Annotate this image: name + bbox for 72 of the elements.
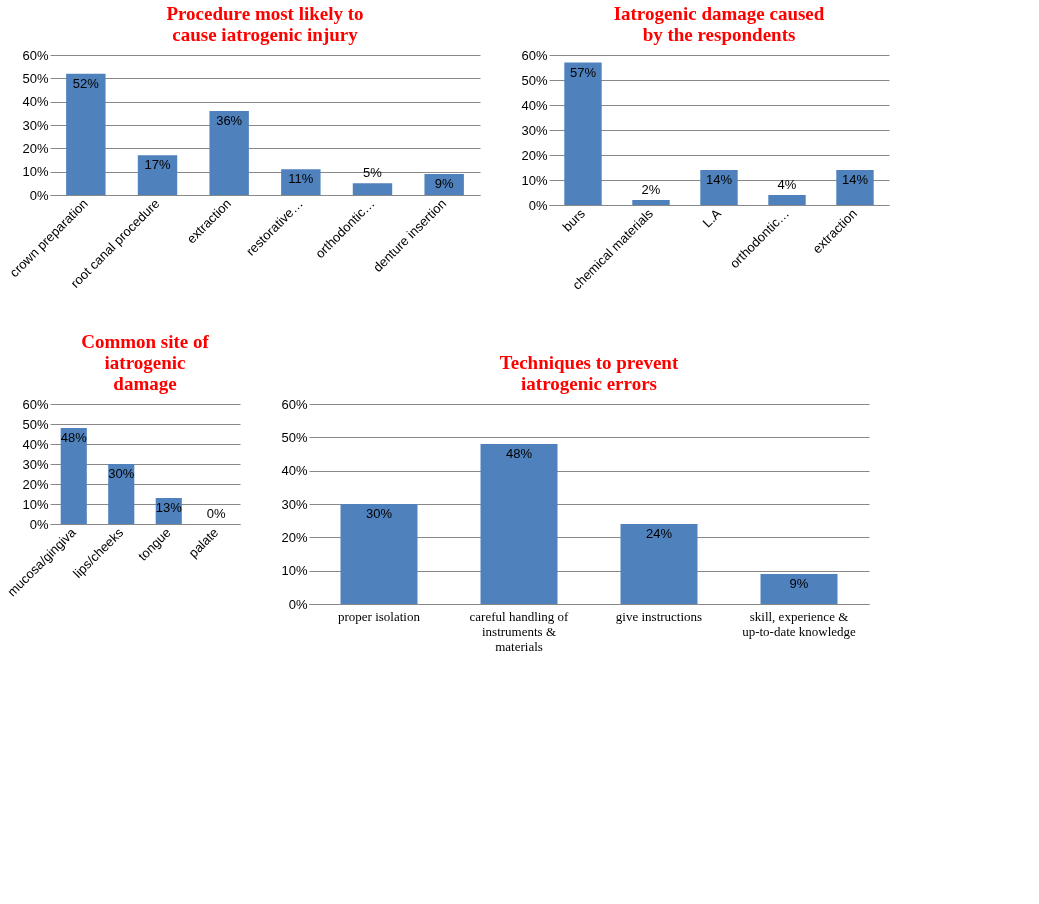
y-tick-label: 30%	[22, 117, 49, 133]
data-label: 17%	[144, 157, 171, 173]
data-label: 14%	[705, 172, 733, 187]
bar	[564, 62, 602, 205]
y-tick-label: 50%	[22, 70, 49, 86]
bar	[352, 183, 393, 195]
data-label: 52%	[72, 75, 100, 91]
bar	[768, 195, 806, 205]
bar	[632, 200, 670, 205]
data-label: 48%	[505, 446, 533, 461]
y-tick-label: 10%	[22, 164, 49, 180]
y-tick-label: 30%	[281, 496, 308, 512]
bar	[480, 444, 558, 604]
data-label: 57%	[569, 64, 597, 80]
bar	[60, 428, 87, 524]
data-label: 13%	[155, 500, 183, 515]
y-tick-label: 60%	[22, 47, 49, 63]
y-tick-label: 40%	[22, 436, 49, 452]
x-tick-label: proper isolation	[338, 608, 421, 624]
data-label: 0%	[206, 506, 227, 521]
data-label: 2%	[641, 182, 661, 197]
data-label: 9%	[789, 576, 809, 591]
y-tick-label: 40%	[521, 97, 548, 113]
bar	[281, 169, 321, 195]
y-tick-label: 40%	[22, 94, 49, 110]
y-tick-label: 20%	[22, 476, 49, 492]
bar	[209, 111, 249, 195]
data-label: 5%	[363, 165, 383, 181]
bar	[700, 170, 738, 205]
x-tick-label: skill, experience & up-to-date knowledge	[742, 608, 857, 639]
data-label: 24%	[645, 526, 673, 541]
bar	[620, 524, 698, 604]
data-label: 9%	[434, 176, 454, 191]
y-tick-label: 60%	[521, 47, 548, 63]
data-label: 11%	[288, 171, 314, 187]
data-label: 30%	[108, 466, 135, 481]
y-tick-label: 60%	[281, 396, 308, 412]
y-tick-label: 0%	[528, 197, 548, 213]
y-tick-label: 0%	[29, 187, 49, 203]
y-tick-label: 10%	[281, 563, 308, 579]
x-tick-label: L.A	[699, 205, 725, 231]
data-label: 30%	[365, 506, 393, 521]
bar	[340, 504, 418, 604]
data-label: 36%	[216, 113, 243, 128]
y-tick-label: 10%	[521, 172, 548, 188]
y-tick-label: 20%	[521, 147, 548, 163]
chart-title: Techniques to prevent iatrogenic errors	[499, 352, 679, 394]
data-label: 14%	[841, 172, 869, 187]
y-tick-label: 0%	[29, 516, 49, 532]
x-tick-label: burs	[559, 205, 589, 235]
y-tick-label: 20%	[22, 140, 49, 156]
bar	[836, 170, 874, 205]
y-tick-label: 50%	[521, 72, 548, 88]
x-tick-label: careful handling of instruments & materials	[469, 608, 570, 654]
bar	[760, 574, 838, 604]
y-tick-label: 30%	[22, 456, 49, 472]
chart-title: Procedure most likely to cause iatrogenic injury	[166, 3, 364, 45]
y-tick-label: 60%	[22, 396, 49, 412]
y-tick-label: 30%	[521, 122, 548, 138]
y-tick-label: 50%	[281, 429, 308, 445]
y-tick-label: 40%	[281, 463, 308, 479]
y-tick-label: 10%	[22, 496, 49, 512]
y-tick-label: 50%	[22, 416, 49, 432]
data-label: 4%	[777, 177, 797, 192]
data-label: 48%	[60, 430, 88, 445]
y-tick-label: 0%	[288, 596, 308, 612]
bar	[137, 155, 178, 195]
chart-title: Common site of iatrogenic damage	[81, 331, 210, 394]
chart-title: Iatrogenic damage caused by the respondents	[613, 3, 825, 45]
bar	[66, 73, 106, 195]
x-tick-label: give instructions	[615, 608, 703, 624]
y-tick-label: 20%	[281, 529, 308, 545]
